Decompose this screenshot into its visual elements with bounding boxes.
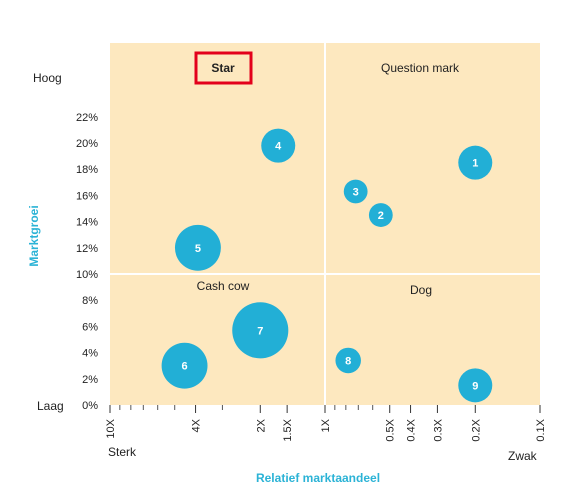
- bubble-label-6: 6: [181, 361, 187, 373]
- x-tick-label: 1.5X: [282, 418, 294, 441]
- quadrant-label-question-mark: Question mark: [381, 61, 460, 75]
- y-axis-title: Marktgroei: [27, 205, 41, 266]
- x-tick-label: 4X: [191, 418, 203, 432]
- y-tick-label: 14%: [76, 217, 98, 229]
- quadrant-label-star: Star: [211, 61, 235, 75]
- bubble-9: [458, 368, 493, 403]
- bubble-label-4: 4: [275, 141, 282, 153]
- y-tick-label: 2%: [82, 374, 98, 386]
- y-tick-label: 16%: [76, 190, 98, 202]
- x-tick-label: 0.3X: [432, 418, 444, 441]
- x-tick-label: 1X: [320, 418, 332, 432]
- y-tick-label: 18%: [76, 164, 98, 176]
- y-end-label-high: Hoog: [33, 71, 62, 85]
- bubble-3: [343, 179, 368, 204]
- bubble-6: [161, 342, 208, 389]
- x-end-label-weak: Zwak: [508, 449, 538, 463]
- bubble-5: [174, 224, 221, 271]
- y-tick-label: 10%: [76, 269, 98, 281]
- x-axis-title: Relatief marktaandeel: [256, 471, 380, 485]
- quadrant-highlight-box: [194, 51, 253, 85]
- quadrant-label-cash-cow: Cash cow: [197, 279, 250, 293]
- x-tick-label: 0.5X: [385, 418, 397, 441]
- y-tick-label: 4%: [82, 348, 98, 360]
- bubble-4: [261, 128, 296, 163]
- x-tick-label: 0.4X: [406, 418, 418, 441]
- x-tick-label: 2X: [255, 418, 267, 432]
- x-tick-label: 0.1X: [535, 418, 547, 441]
- y-tick-label: 22%: [76, 112, 98, 124]
- bubble-label-9: 9: [472, 380, 478, 392]
- x-tick-label: 10X: [105, 418, 117, 438]
- y-tick-label: 12%: [76, 243, 98, 255]
- bubble-label-3: 3: [353, 186, 359, 198]
- bubble-label-2: 2: [378, 210, 384, 222]
- y-end-label-low: Laag: [37, 399, 64, 413]
- bubble-label-1: 1: [472, 158, 478, 170]
- y-tick-label: 6%: [82, 321, 98, 333]
- bubble-label-7: 7: [257, 325, 263, 337]
- bubble-8: [335, 347, 361, 374]
- bubble-label-8: 8: [345, 355, 351, 367]
- bubble-2: [368, 203, 393, 227]
- y-tick-label: 0%: [82, 400, 98, 412]
- bubble-7: [232, 302, 289, 359]
- bubble-1: [458, 145, 493, 180]
- x-tick-label: 0.2X: [470, 418, 482, 441]
- quadrant-label-dog: Dog: [410, 283, 432, 297]
- x-end-label-strong: Sterk: [108, 445, 137, 459]
- y-tick-label: 20%: [76, 138, 98, 150]
- y-tick-label: 8%: [82, 295, 98, 307]
- bubble-label-5: 5: [195, 243, 201, 255]
